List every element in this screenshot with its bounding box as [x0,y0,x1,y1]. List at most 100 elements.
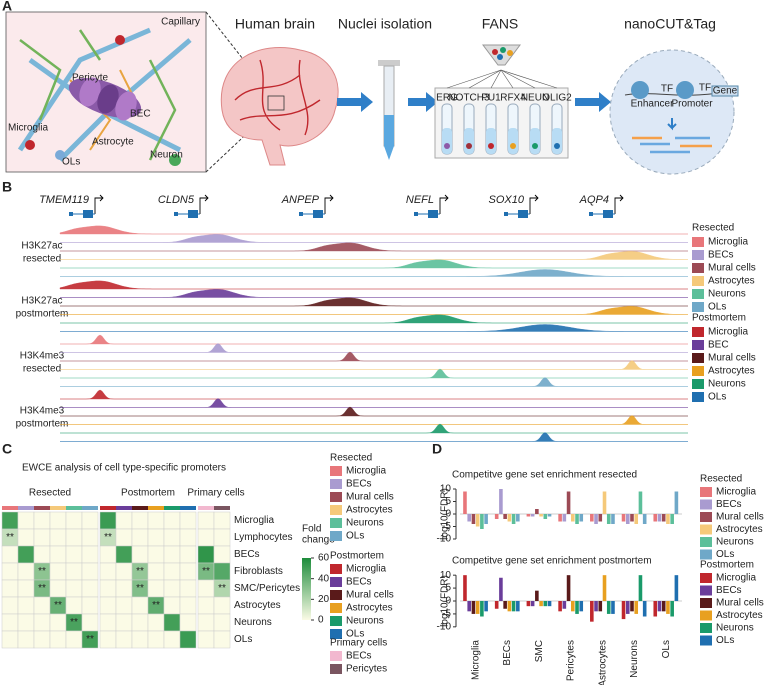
heatmap-cell [1,511,19,530]
x-tick-label: Microglia [470,640,481,680]
heatmap-cell [131,613,149,632]
marker-label: RFX4 [500,93,526,104]
legend-label: Mural cells [346,590,394,601]
track-label: postmortem [16,309,69,320]
legend-label: Astrocytes [708,366,755,377]
heatmap-cell [213,613,231,632]
heatmap-cell [163,545,181,564]
row-label: Neurons [234,617,272,628]
scale-title: Fold [302,524,321,535]
signal-track [60,368,688,379]
signal-track [59,280,688,290]
legend-swatch [330,492,342,502]
legend-swatch [330,479,342,489]
heatmap-cell [197,613,215,632]
bar [511,601,516,612]
legend-swatch [330,651,342,661]
row-label: BECs [234,549,260,560]
track-label: H3K27ac [21,241,62,252]
bar [657,601,662,612]
bar [670,601,674,617]
heatmap-cell [1,630,19,649]
legend-label: Microglia [716,487,756,498]
y-tick-label: 10 [440,570,452,581]
bar [507,514,512,522]
signal-track [60,343,688,353]
column-strip [34,506,50,510]
signal-track [60,306,688,315]
heatmap-cell [163,596,181,615]
legend-label: Mural cells [708,353,756,364]
tss-arrow [94,194,104,214]
sort-line [500,69,536,89]
legend-title: Postmortem [700,560,754,571]
legend-label: BECs [716,585,742,596]
heatmap-cell [1,596,19,615]
track-label: H3K4me3 [20,406,65,417]
bar [594,601,598,612]
heatmap-cell [33,613,51,632]
heatmap-cell [49,562,67,581]
bar [630,601,634,612]
legend-label: Neurons [708,289,746,300]
heatmap-cell [17,630,35,649]
bar [475,601,480,614]
heatmap-cell [115,596,133,615]
legend-label: Neurons [708,379,746,390]
heatmap-cell [179,596,197,615]
bar [606,514,611,524]
process-arrows [337,92,611,112]
legend-label: OLs [708,392,726,403]
heatmap-cell [131,630,149,649]
tss-arrow [324,194,334,214]
legend-label: Pericytes [346,664,387,675]
legend-label: Neurons [346,616,384,627]
enhancer-label: Enhancer [631,99,674,110]
row-label: Microglia [234,515,274,526]
legend-label: Mural cells [346,492,394,503]
bar [503,514,507,519]
bar [494,514,499,519]
bar [484,601,488,612]
bar [611,601,615,614]
legend-swatch [700,598,712,608]
tss-arrow [529,194,539,214]
bar [579,514,584,522]
heatmap-cell [33,630,51,649]
tube-liquid [464,128,474,154]
gene-exon [504,212,508,216]
track-label: postmortem [16,419,69,430]
legend-title: Resected [330,453,372,464]
legend-label: BECs [346,651,372,662]
legend-swatch [700,512,712,522]
bar [467,601,471,612]
heatmap-cell [163,511,181,530]
gene-exon [603,210,613,218]
gene-name: AQP4 [579,194,609,206]
tss-arrow [439,194,449,214]
signal-track [60,259,688,269]
bar [661,514,666,522]
bar [499,489,503,514]
legend-label: Neurons [346,518,384,529]
heatmap-cell [179,511,197,530]
nucleus-dot [466,143,472,149]
x-tick-label: SMC [534,640,545,662]
bar [526,514,531,517]
heatmap-cell [163,562,181,581]
legend-label: Microglia [708,327,748,338]
legend-label: Astrocytes [346,505,393,516]
heatmap-cell [213,596,231,615]
gene-exon [299,212,303,216]
heatmap-cell [65,596,83,615]
heatmap-cell [213,630,231,649]
heatmap-cell [99,579,117,598]
marker-label: OLIG2 [542,93,572,104]
column-strip [82,506,98,510]
bar [575,601,579,614]
capillary-illustration [5,11,207,173]
heatmap-cell [131,596,149,615]
legend-swatch [700,573,712,583]
legend-label: OLs [346,531,364,542]
column-strip [132,506,148,510]
